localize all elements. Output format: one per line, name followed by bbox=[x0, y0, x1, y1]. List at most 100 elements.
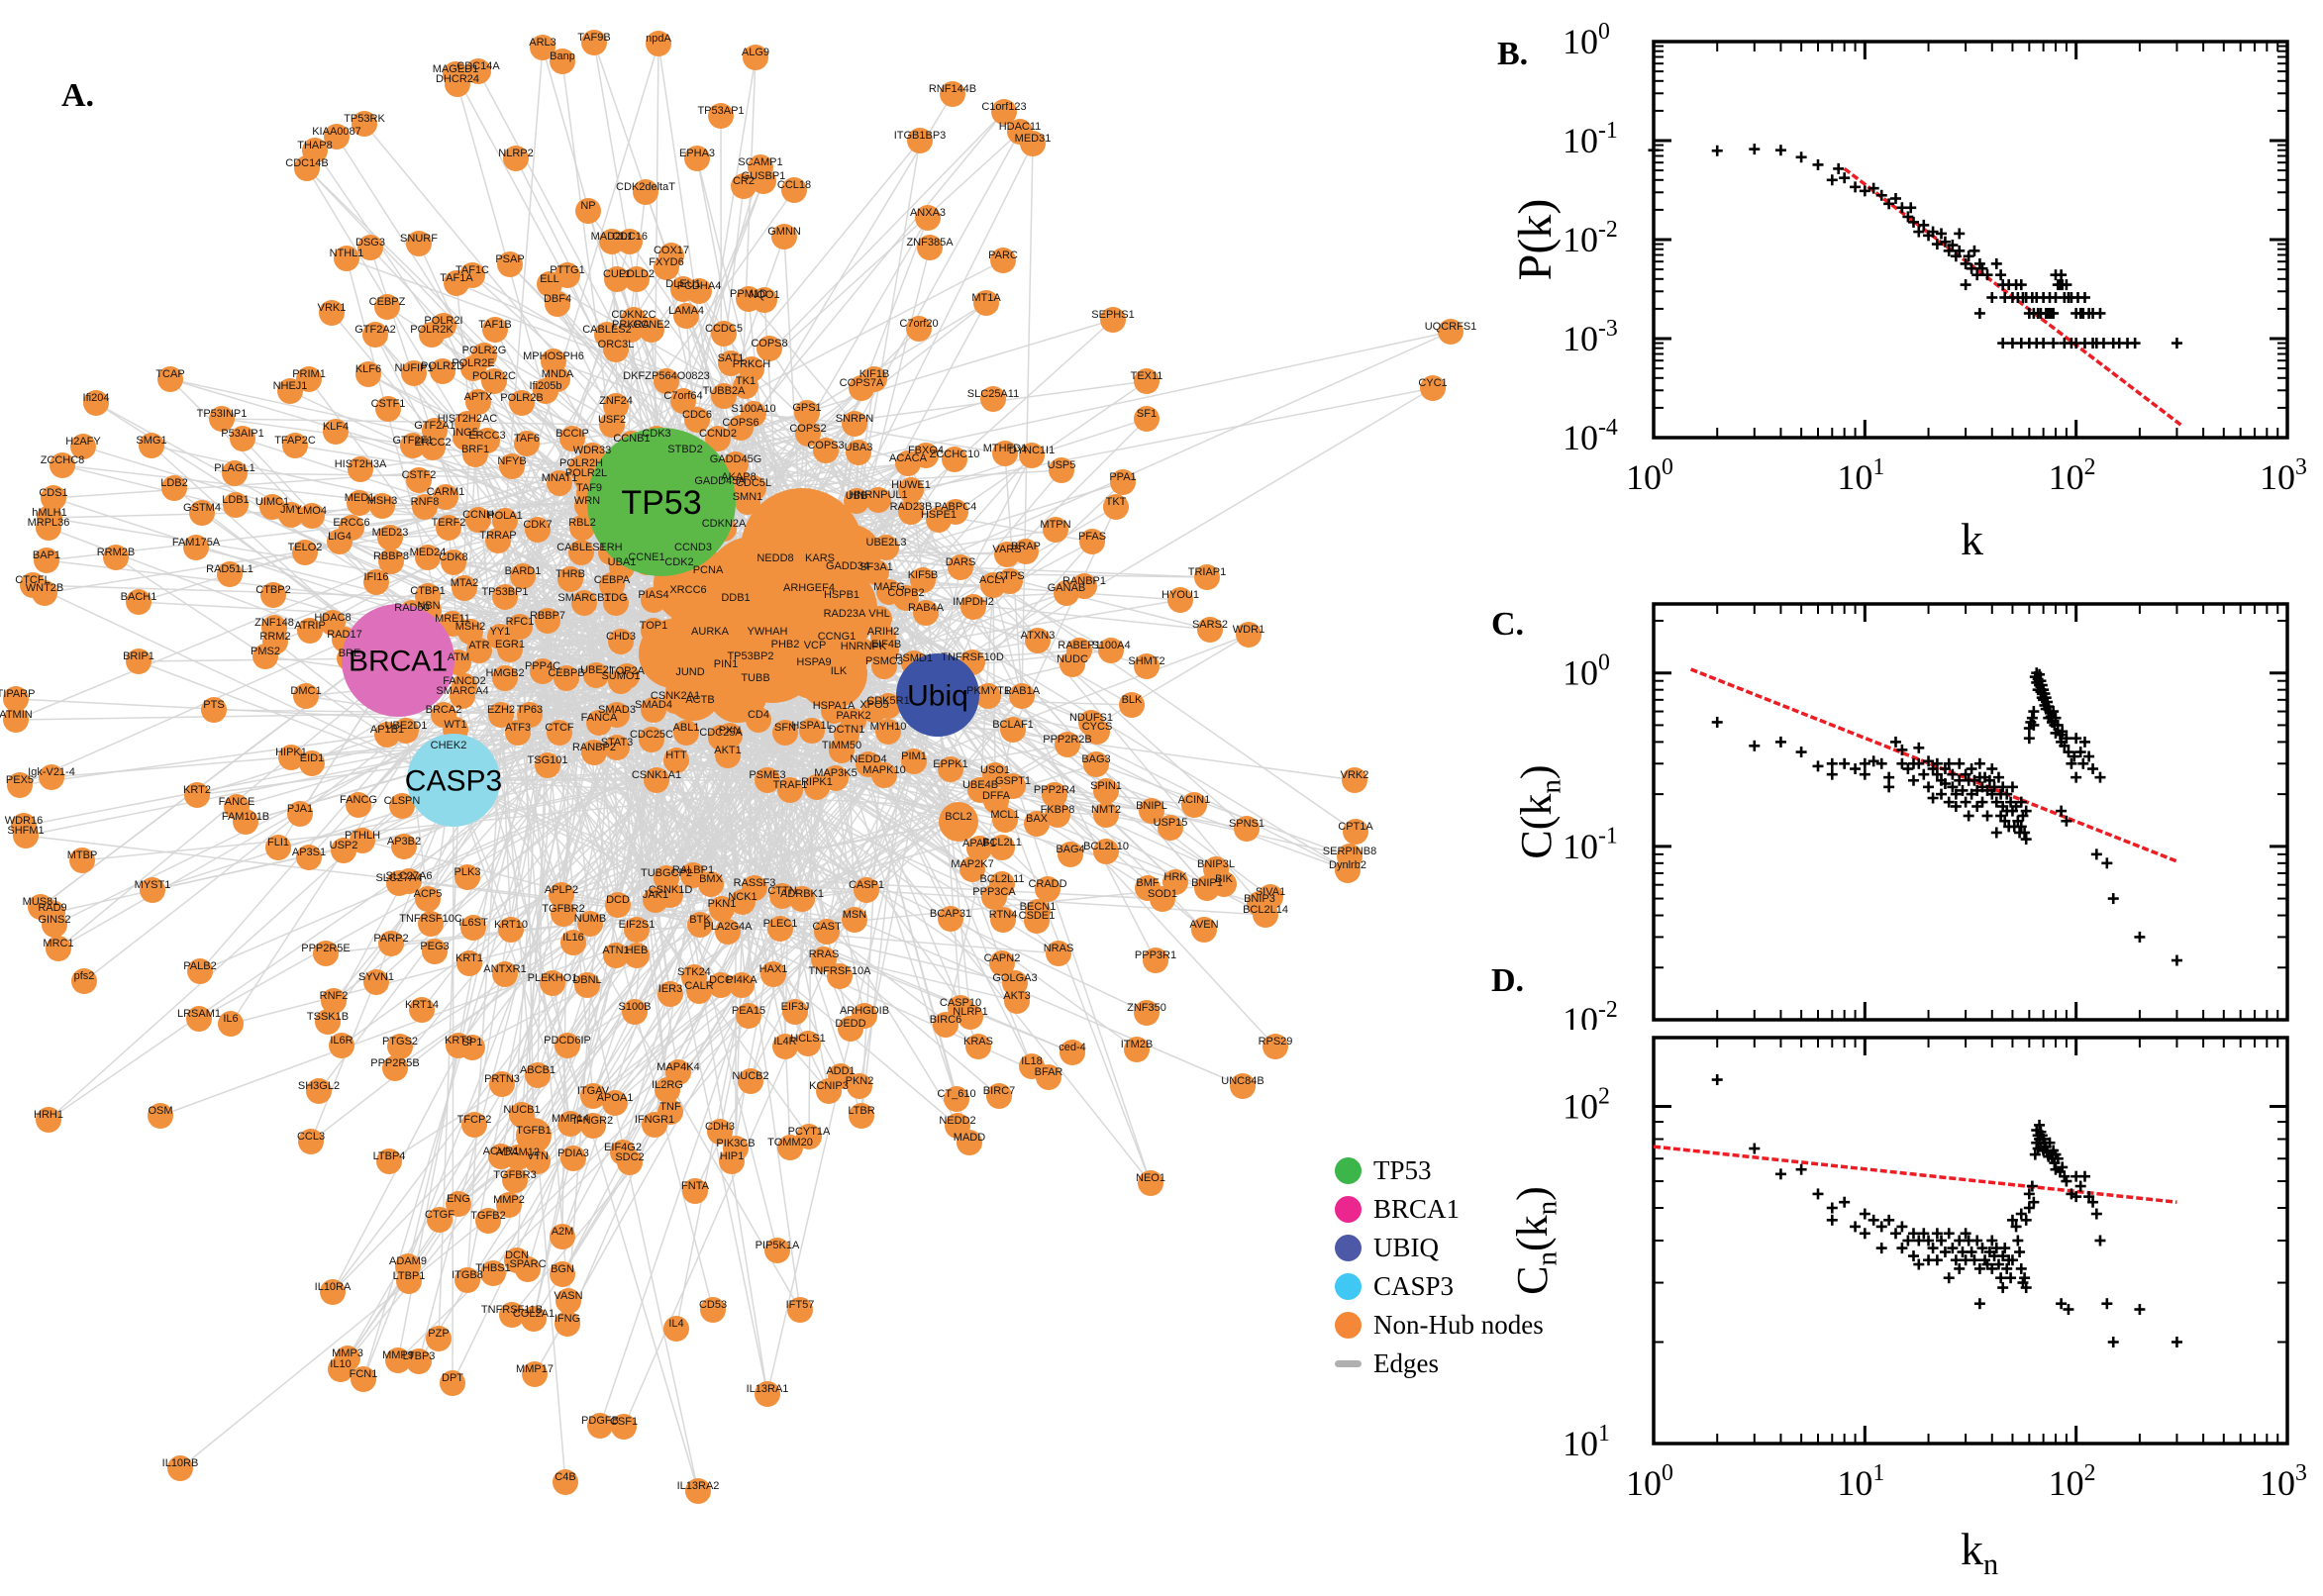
network-node[interactable] bbox=[233, 809, 258, 835]
network-node[interactable] bbox=[426, 1326, 452, 1351]
network-node[interactable] bbox=[682, 1178, 708, 1204]
network-node[interactable] bbox=[415, 545, 441, 570]
network-node[interactable] bbox=[605, 892, 631, 918]
network-node[interactable] bbox=[849, 375, 874, 401]
network-node[interactable] bbox=[454, 864, 480, 890]
network-node[interactable] bbox=[910, 567, 936, 593]
network-node[interactable] bbox=[777, 1135, 803, 1160]
network-node[interactable] bbox=[362, 322, 388, 348]
network-node[interactable] bbox=[50, 452, 75, 478]
network-node[interactable] bbox=[729, 972, 755, 998]
network-node[interactable] bbox=[436, 515, 461, 541]
network-node[interactable] bbox=[913, 600, 939, 626]
network-node[interactable] bbox=[736, 286, 761, 312]
network-node[interactable] bbox=[655, 1077, 680, 1103]
network-node[interactable] bbox=[347, 490, 372, 516]
network-node[interactable] bbox=[465, 58, 491, 84]
network-node[interactable] bbox=[617, 1149, 643, 1175]
network-node[interactable] bbox=[608, 629, 634, 654]
network-node[interactable] bbox=[1197, 617, 1223, 643]
network-node[interactable] bbox=[376, 1148, 402, 1174]
network-node[interactable] bbox=[581, 30, 607, 55]
network-node[interactable] bbox=[980, 386, 1006, 412]
network-node[interactable] bbox=[3, 686, 29, 712]
network-node[interactable] bbox=[1103, 494, 1129, 520]
network-node[interactable] bbox=[580, 1083, 606, 1109]
network-node[interactable] bbox=[557, 566, 583, 592]
network-node[interactable] bbox=[990, 907, 1016, 933]
network-node[interactable] bbox=[1054, 580, 1079, 606]
network-node[interactable] bbox=[771, 224, 797, 249]
network-node[interactable] bbox=[1058, 842, 1083, 867]
network-node[interactable] bbox=[975, 683, 1001, 709]
network-node[interactable] bbox=[991, 99, 1017, 125]
network-node[interactable] bbox=[939, 802, 978, 842]
network-node[interactable] bbox=[189, 500, 215, 526]
network-node[interactable] bbox=[707, 1119, 733, 1145]
network-node[interactable] bbox=[604, 735, 630, 760]
network-node[interactable] bbox=[485, 528, 511, 553]
network-node[interactable] bbox=[400, 433, 426, 458]
network-node[interactable] bbox=[445, 71, 470, 97]
network-node[interactable] bbox=[1002, 970, 1028, 996]
network-node[interactable] bbox=[315, 1009, 341, 1035]
network-node[interactable] bbox=[525, 1062, 551, 1088]
network-node[interactable] bbox=[415, 886, 441, 912]
network-node[interactable] bbox=[861, 697, 887, 723]
network-node[interactable] bbox=[530, 658, 556, 684]
network-node[interactable] bbox=[787, 1297, 813, 1323]
network-node[interactable] bbox=[516, 1118, 552, 1153]
network-node[interactable] bbox=[714, 550, 761, 598]
network-node[interactable] bbox=[907, 128, 933, 153]
network-node[interactable] bbox=[1134, 653, 1160, 679]
network-node[interactable] bbox=[292, 540, 318, 565]
network-node[interactable] bbox=[708, 663, 767, 723]
network-node[interactable] bbox=[568, 540, 594, 565]
network-node[interactable] bbox=[898, 477, 924, 503]
network-node[interactable] bbox=[1124, 1037, 1150, 1062]
network-node[interactable] bbox=[296, 366, 322, 392]
network-node[interactable] bbox=[126, 589, 152, 615]
network-node[interactable] bbox=[328, 1356, 354, 1382]
network-node[interactable] bbox=[730, 889, 756, 915]
network-node[interactable] bbox=[926, 507, 952, 533]
network-node[interactable] bbox=[126, 648, 152, 674]
network-node[interactable] bbox=[782, 999, 808, 1025]
network-node[interactable] bbox=[781, 177, 807, 203]
network-node[interactable] bbox=[933, 1012, 959, 1038]
network-node[interactable] bbox=[1342, 767, 1367, 793]
network-node[interactable] bbox=[733, 373, 758, 399]
network-node[interactable] bbox=[313, 941, 339, 966]
network-node[interactable] bbox=[507, 614, 533, 640]
network-node[interactable] bbox=[708, 972, 734, 998]
network-node[interactable] bbox=[583, 662, 609, 688]
network-node[interactable] bbox=[1093, 839, 1119, 864]
network-node[interactable] bbox=[767, 916, 793, 942]
network-node[interactable] bbox=[917, 235, 943, 260]
network-node[interactable] bbox=[633, 179, 658, 205]
network-node[interactable] bbox=[741, 401, 766, 427]
network-node[interactable] bbox=[454, 1267, 480, 1293]
network-node[interactable] bbox=[433, 484, 458, 510]
network-node[interactable] bbox=[844, 488, 869, 514]
network-node[interactable] bbox=[847, 1073, 872, 1099]
network-node[interactable] bbox=[755, 767, 780, 793]
network-node[interactable] bbox=[466, 638, 492, 663]
network-node[interactable] bbox=[499, 453, 525, 479]
network-node[interactable] bbox=[875, 719, 901, 745]
network-node[interactable] bbox=[643, 887, 668, 913]
network-node[interactable] bbox=[735, 489, 760, 515]
network-node[interactable] bbox=[654, 865, 679, 891]
network-node[interactable] bbox=[492, 508, 518, 534]
network-node[interactable] bbox=[525, 1148, 551, 1174]
network-node[interactable] bbox=[871, 762, 897, 788]
network-node[interactable] bbox=[989, 835, 1015, 860]
network-node[interactable] bbox=[757, 336, 782, 361]
network-node[interactable] bbox=[1236, 622, 1262, 648]
network-node[interactable] bbox=[374, 722, 400, 748]
network-node[interactable] bbox=[663, 748, 689, 773]
network-node[interactable] bbox=[973, 290, 999, 316]
network-node[interactable] bbox=[497, 637, 523, 662]
network-node[interactable] bbox=[938, 756, 963, 782]
network-node[interactable] bbox=[617, 229, 643, 254]
